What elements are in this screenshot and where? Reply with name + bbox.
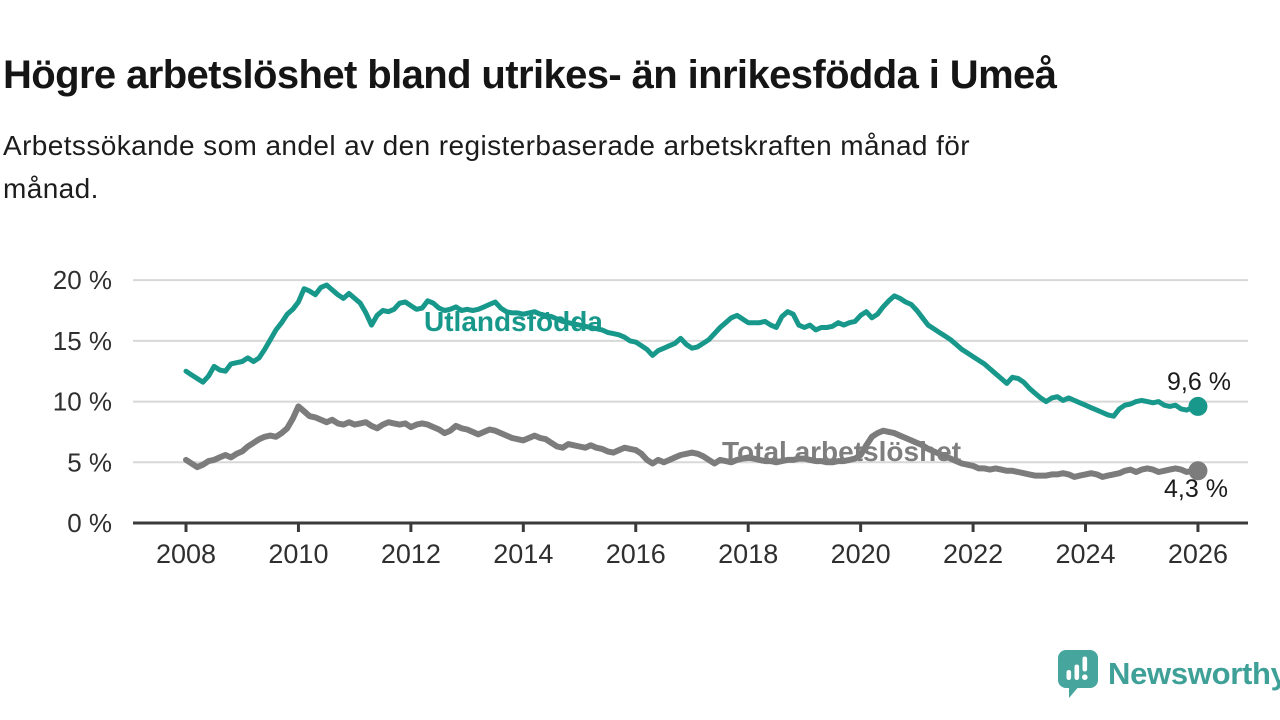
x-tick-label: 2022 — [943, 539, 1003, 569]
x-tick-label: 2018 — [718, 539, 778, 569]
end-dot-utlandsfodda — [1188, 396, 1208, 416]
chart-subtitle-line-1: Arbetssökande som andel av den registerb… — [3, 130, 970, 161]
y-tick-label: 0 % — [67, 508, 112, 538]
x-tick-label: 2026 — [1168, 539, 1228, 569]
x-tick-label: 2020 — [831, 539, 891, 569]
y-tick-label: 10 % — [53, 387, 112, 417]
x-tick-label: 2014 — [493, 539, 553, 569]
x-tick-label: 2012 — [381, 539, 441, 569]
series-line-utlandsfodda — [183, 282, 1201, 419]
end-dot-total — [1188, 461, 1208, 481]
x-tick-label: 2008 — [156, 539, 216, 569]
series-label-total-arbetsloshet: Total arbetslöshet — [722, 436, 962, 467]
page-title: Högre arbetslöshet bland utrikes- än inr… — [3, 52, 1057, 97]
series-line-total — [183, 403, 1201, 480]
y-tick-label: 20 % — [53, 265, 112, 295]
newsworthy-logo: Newsworthy — [1057, 649, 1280, 699]
series-label-utlandsfodda: Utlandsfödda — [424, 306, 603, 337]
y-tick-label: 15 % — [53, 326, 112, 356]
end-value-label-total: 4,3 % — [1164, 475, 1228, 503]
newsworthy-logo-text: Newsworthy — [1108, 656, 1280, 691]
x-tick-label: 2024 — [1055, 539, 1115, 569]
chart-subtitle-line-2: månad. — [3, 173, 99, 204]
end-value-label-utlandsfodda: 9,6 % — [1167, 368, 1231, 396]
x-tick-label: 2016 — [606, 539, 666, 569]
x-tick-label: 2010 — [268, 539, 328, 569]
chart-subtitle: Arbetssökande som andel av den registerb… — [3, 124, 1213, 210]
newsworthy-logo-icon — [1058, 650, 1098, 698]
y-tick-label: 5 % — [67, 447, 112, 477]
